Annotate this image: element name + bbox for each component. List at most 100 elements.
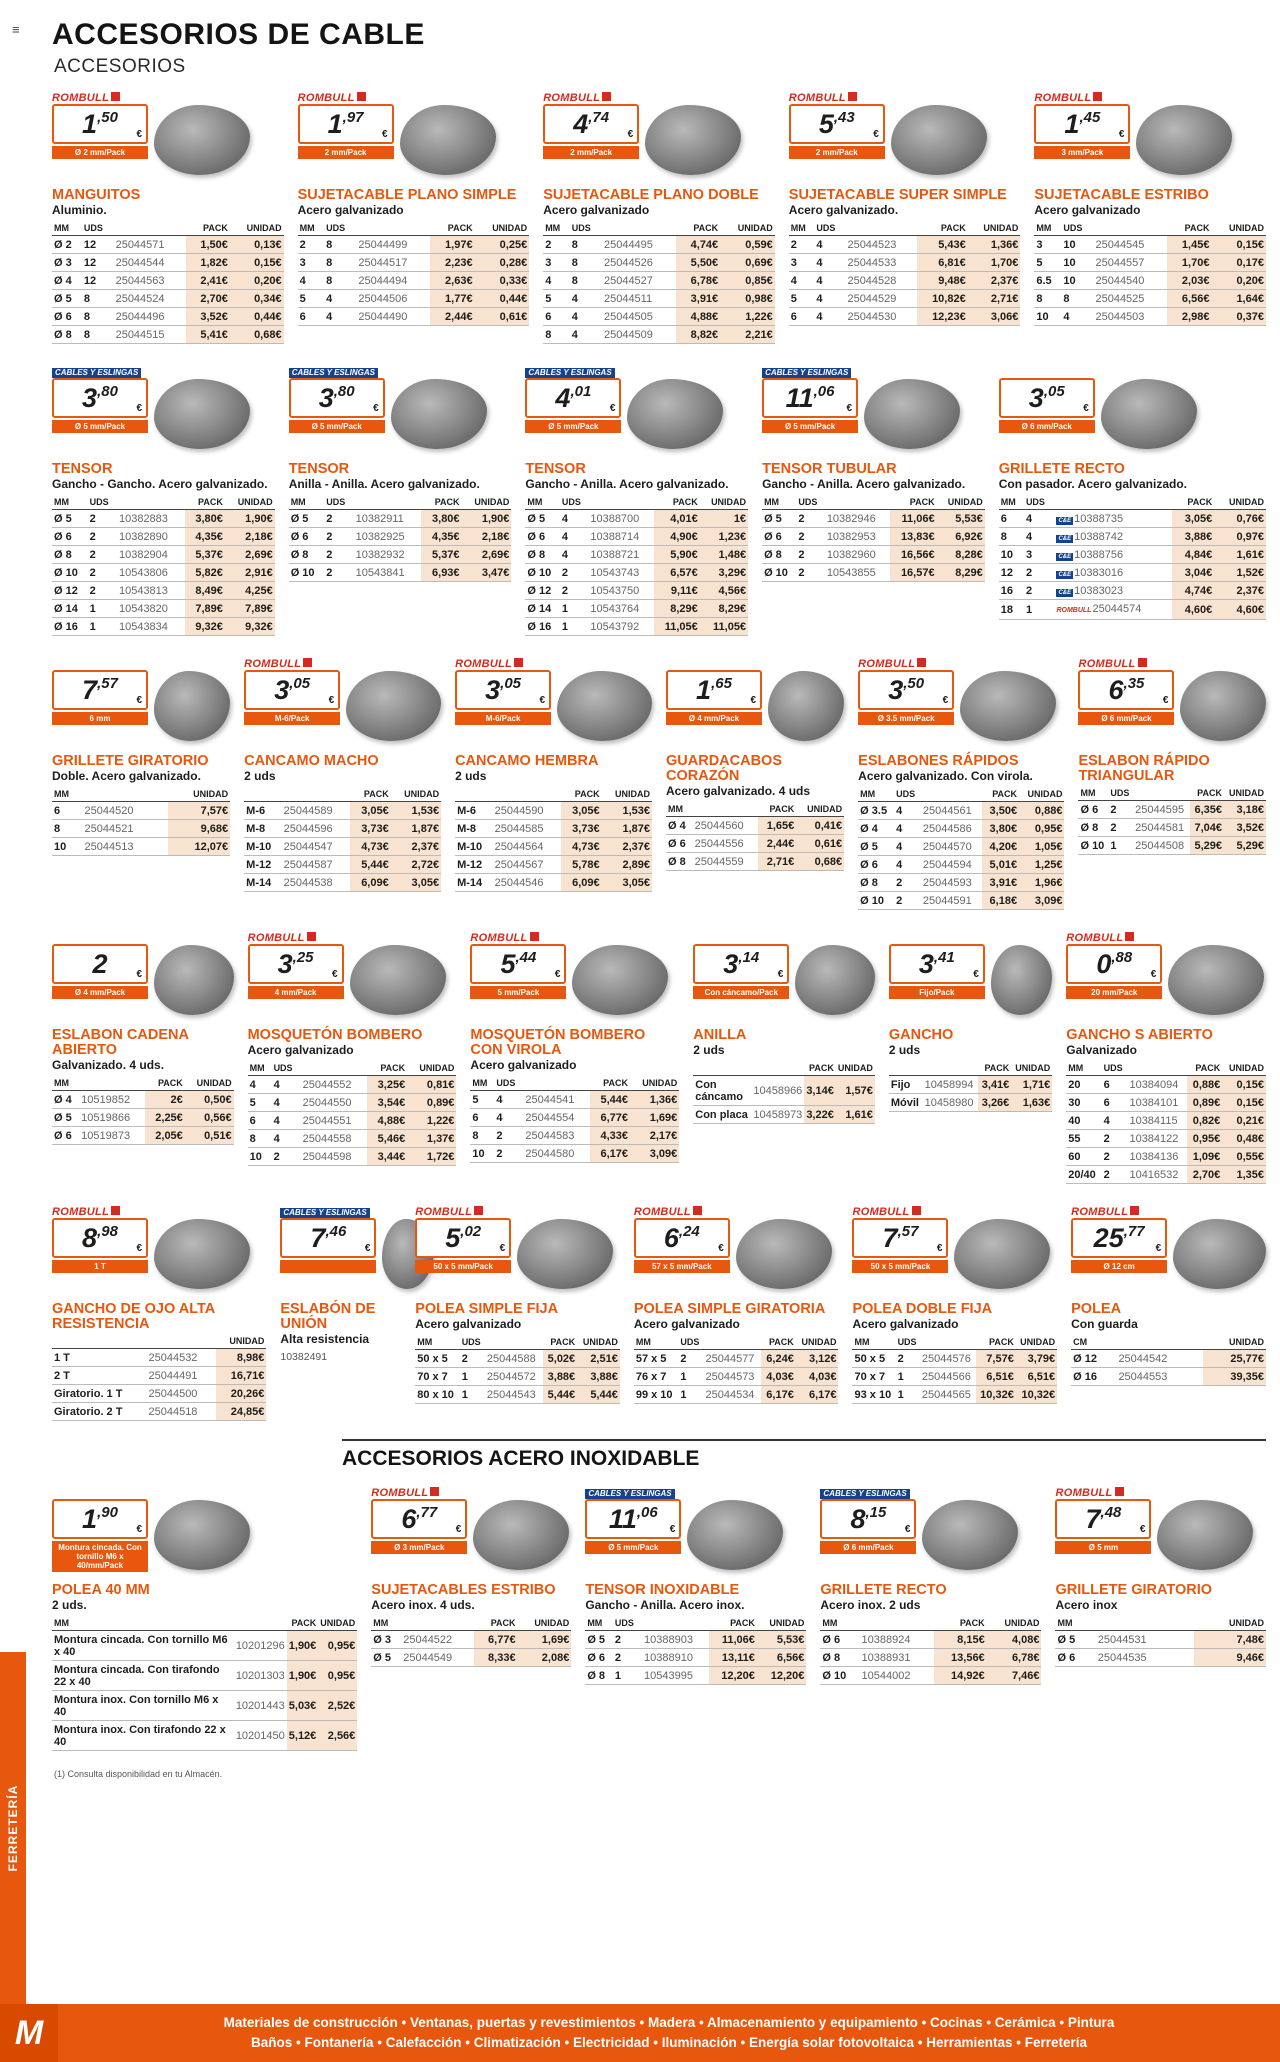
table-cell-ref: 25044549 xyxy=(401,1648,475,1667)
badge-price-int: 3 xyxy=(918,949,934,979)
product-card: CABLES Y ESLINGAS 11,06 € Ø 5 mm/Pack TENSOR… xyxy=(762,362,985,582)
page-title: ACCESORIOS DE CABLE xyxy=(52,18,425,51)
table-cell-uds: 1 xyxy=(1108,836,1134,855)
rombull-logo: ROMBULL xyxy=(852,1202,948,1218)
table-cell-uds: 8 xyxy=(569,253,602,272)
badge-price-dec: ,90 xyxy=(97,1504,118,1521)
badge-size-label: 2 mm/Pack xyxy=(788,146,885,159)
price-badge: 7,57 € xyxy=(852,1218,949,1258)
table-cell-uds: 4 xyxy=(814,271,846,290)
table-head: PACK UNIDAD xyxy=(888,1062,1053,1076)
badge-price-dec: ,46 xyxy=(325,1223,347,1240)
badge-size-label: 20 mm/Pack xyxy=(1066,986,1163,999)
table-cell-ref: 25044556 xyxy=(692,834,758,853)
table-cell-price: 3,22€ xyxy=(804,1105,836,1124)
table-cell-price: 7,89€ xyxy=(184,599,225,618)
table-head: MM UDS PACK UNIDAD xyxy=(858,788,1065,802)
table-cell-dim: 10 xyxy=(998,545,1024,564)
euro-sign: € xyxy=(609,403,616,414)
table-cell-price: 12,20€ xyxy=(709,1666,757,1685)
table-cell-price: 8,29€ xyxy=(699,599,749,618)
column-header: UDS xyxy=(324,222,357,236)
table-cell-ref: 25044563 xyxy=(113,271,187,290)
table-cell-price: 2,17€ xyxy=(630,1126,680,1145)
product-subtitle: Acero inox xyxy=(1055,1598,1118,1612)
table-body: 2 4 25044523 5,43€ 1,36€ 3 4 25044533 6,81€ 1,70€… xyxy=(788,235,1021,326)
table-head: MM PACK UNIDAD xyxy=(820,1617,1042,1631)
product-price-table: MM PACK UNIDAD Ø 4 25044560 1,65€ 0,41€ Ø 6 2504… xyxy=(666,803,845,871)
table-row: 12 2 C&E 10383016 3,04€ 1,52€ xyxy=(998,563,1266,582)
table-cell-price: 2,23€ xyxy=(430,253,475,272)
table-cell-ref: 10388714 xyxy=(588,527,654,546)
table-cell-price: 0,21€ xyxy=(1222,1111,1267,1130)
table-cell-dim: Ø 8 xyxy=(858,873,895,892)
rombull-logo-text: ROMBULL xyxy=(858,658,927,670)
column-header: UNIDAD xyxy=(795,1336,839,1350)
product-title: TENSOR xyxy=(525,461,586,477)
price-badge: 6,35 € xyxy=(1078,670,1175,710)
column-header xyxy=(588,496,654,510)
rombull-logo-box xyxy=(514,658,524,667)
section-inox-title: ACCESORIOS ACERO INOXIDABLE xyxy=(342,1439,1266,1471)
column-header xyxy=(353,496,422,510)
table-cell-price: 0,69€ xyxy=(720,253,775,272)
product-row: ROMBULL 8,98 €1 T GANCHO DE OJO ALTA RESIST… xyxy=(52,1202,1267,1421)
table-header-row: MM UDS PACK UNIDAD xyxy=(1066,1062,1267,1076)
table-cell-ref: 25044521 xyxy=(82,819,168,838)
product-title: POLEA SIMPLE FIJA xyxy=(415,1301,559,1317)
product-title: MOSQUETÓN BOMBERO xyxy=(247,1027,423,1043)
price-badge: 3,80 € xyxy=(288,378,385,418)
table-cell-ref: 25044559 xyxy=(692,852,758,871)
footer-band: M Materiales de construcción • Ventanas,… xyxy=(0,2004,1280,2062)
badge-price-dec: ,06 xyxy=(636,1504,658,1521)
table-row: M-14 25044546 6,09€ 3,05€ xyxy=(455,873,652,892)
product-photo xyxy=(627,379,724,449)
column-header: MM xyxy=(247,1062,272,1076)
table-row: 6.5 10 25044540 2,03€ 0,20€ xyxy=(1034,271,1266,290)
table-cell-dim: 8 xyxy=(1034,289,1062,308)
product-title: SUJETACABLE PLANO SIMPLE xyxy=(297,187,517,203)
table-cell-uds: 2 xyxy=(796,527,825,546)
table-cell-uds: 4 xyxy=(324,289,357,308)
table-cell-price: 6,93€ xyxy=(421,563,462,582)
product-subtitle: Doble. Acero galvanizado. xyxy=(52,769,201,783)
column-header: UDS xyxy=(569,222,602,236)
price-column: CABLES Y ESLINGAS 11,06 € Ø 5 mm/Pack xyxy=(585,1483,682,1554)
table-row: 5 4 25044529 10,82€ 2,71€ xyxy=(788,289,1021,308)
table-head: MM PACK UNIDAD xyxy=(371,1617,572,1631)
table-row: Ø 6 2 10382953 13,83€ 6,92€ xyxy=(762,527,985,546)
table-cell-ref: 25044551 xyxy=(300,1111,368,1130)
table-cell-price: 0,95€ xyxy=(318,1630,358,1661)
badge-size-label: M-6/Pack xyxy=(455,712,552,725)
table-cell-ref: 10519852 xyxy=(79,1090,146,1109)
table-cell-uds: 8 xyxy=(81,325,114,344)
table-cell-price: 1,09€ xyxy=(1186,1147,1223,1166)
table-cell-price: 8,82€ xyxy=(676,325,721,344)
table-cell-ref: 10543820 xyxy=(116,599,185,618)
table-cell-uds: 4 xyxy=(324,307,357,326)
product-subtitle: Aluminio. xyxy=(52,203,107,217)
table-cell-price: 4,03€ xyxy=(761,1367,796,1386)
euro-sign: € xyxy=(936,1243,943,1254)
table-cell-price: 2,37€ xyxy=(601,837,652,856)
table-cell-dim: Ø 5 xyxy=(585,1630,613,1649)
badge-price-int: 3 xyxy=(277,949,293,979)
table-row: 20 6 10384094 0,88€ 0,15€ xyxy=(1066,1075,1267,1094)
rombull-logo-text: ROMBULL xyxy=(1055,1487,1124,1499)
table-cell-price: 6,17€ xyxy=(590,1144,631,1163)
column-header: MM xyxy=(52,496,88,510)
table-cell-uds: 2 xyxy=(494,1126,524,1145)
cables-eslingas-logo-text: CABLES Y ESLINGAS xyxy=(585,1489,675,1499)
product-photo xyxy=(1180,671,1266,741)
column-header xyxy=(401,1617,475,1631)
table-cell-ref: 25044532 xyxy=(146,1348,216,1367)
table-cell-price: 8,98€ xyxy=(215,1348,267,1367)
table-cell-price: 3,25€ xyxy=(367,1075,408,1094)
badge-price-dec: ,57 xyxy=(897,1223,919,1240)
price-badge: 6,77 € xyxy=(371,1499,468,1539)
column-header: UNIDAD xyxy=(936,496,985,510)
product-card: ROMBULL 6,77 € Ø 3 mm/Pack SUJETACABLES ESTR… xyxy=(371,1483,572,1667)
column-header: MM xyxy=(1078,787,1109,801)
table-header-row: MM UDS PACK UNIDAD xyxy=(288,496,512,510)
hamburger-icon: ≡ xyxy=(12,22,20,37)
